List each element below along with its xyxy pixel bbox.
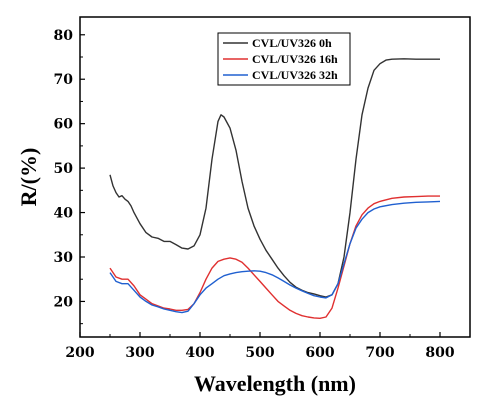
x-tick-label: 200	[65, 345, 94, 361]
legend-label: CVL/UV326 0h	[252, 36, 332, 50]
y-axis-title: R/(%)	[16, 148, 41, 207]
x-axis-ticks: 200 300 400 500 600 700 800	[65, 332, 455, 361]
legend: CVL/UV326 0h CVL/UV326 16h CVL/UV326 32h	[217, 32, 351, 86]
y-tick-label: 30	[54, 250, 74, 266]
legend-label: CVL/UV326 32h	[252, 68, 338, 82]
x-tick-label: 700	[365, 345, 394, 361]
x-tick-label: 800	[425, 345, 454, 361]
x-tick-label: 300	[125, 345, 154, 361]
y-tick-label: 20	[54, 294, 74, 310]
x-tick-label: 500	[245, 345, 274, 361]
series-line-3	[109, 200, 441, 314]
series-line-2	[109, 195, 440, 319]
series-layer	[109, 58, 441, 319]
plot-frame	[79, 16, 471, 338]
y-tick-label: 80	[54, 28, 74, 44]
x-axis-title: Wavelength (nm)	[194, 371, 356, 396]
y-tick-label: 50	[54, 161, 74, 177]
series-line-1	[109, 58, 440, 298]
legend-label: CVL/UV326 16h	[252, 52, 338, 66]
x-tick-label: 400	[185, 345, 214, 361]
y-tick-label: 60	[54, 117, 74, 133]
legend-items: CVL/UV326 0h CVL/UV326 16h CVL/UV326 32h	[223, 36, 338, 82]
y-axis-ticks: 20 30 40 50 60 70 80	[54, 28, 85, 325]
y-tick-label: 70	[54, 72, 74, 88]
x-tick-label: 600	[305, 345, 334, 361]
y-tick-label: 40	[54, 206, 74, 222]
